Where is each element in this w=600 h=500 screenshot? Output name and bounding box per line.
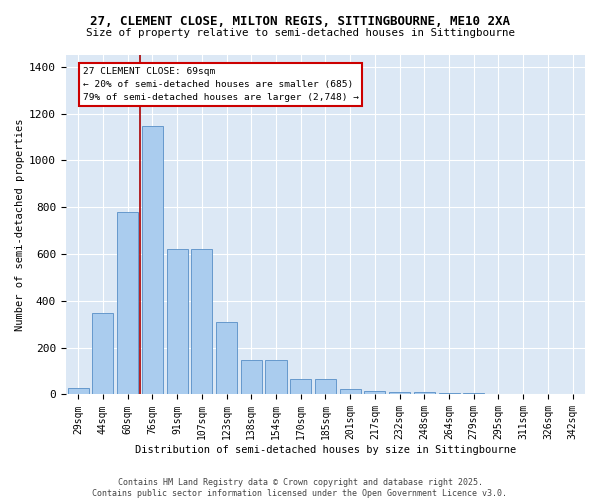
Y-axis label: Number of semi-detached properties: Number of semi-detached properties xyxy=(15,118,25,331)
Bar xyxy=(241,360,262,394)
Bar xyxy=(315,380,336,394)
Bar xyxy=(290,380,311,394)
Bar xyxy=(167,250,188,394)
Bar xyxy=(142,126,163,394)
Bar xyxy=(389,392,410,394)
Text: 27, CLEMENT CLOSE, MILTON REGIS, SITTINGBOURNE, ME10 2XA: 27, CLEMENT CLOSE, MILTON REGIS, SITTING… xyxy=(90,15,510,28)
Bar xyxy=(364,391,385,394)
Text: Contains HM Land Registry data © Crown copyright and database right 2025.
Contai: Contains HM Land Registry data © Crown c… xyxy=(92,478,508,498)
X-axis label: Distribution of semi-detached houses by size in Sittingbourne: Distribution of semi-detached houses by … xyxy=(135,445,516,455)
Bar xyxy=(414,392,435,394)
Text: Size of property relative to semi-detached houses in Sittingbourne: Size of property relative to semi-detach… xyxy=(86,28,515,38)
Bar xyxy=(92,312,113,394)
Bar xyxy=(216,322,237,394)
Text: 27 CLEMENT CLOSE: 69sqm
← 20% of semi-detached houses are smaller (685)
79% of s: 27 CLEMENT CLOSE: 69sqm ← 20% of semi-de… xyxy=(83,66,359,102)
Bar xyxy=(340,388,361,394)
Bar xyxy=(191,250,212,394)
Bar xyxy=(265,360,287,394)
Bar xyxy=(68,388,89,394)
Bar xyxy=(439,392,460,394)
Bar xyxy=(117,212,138,394)
